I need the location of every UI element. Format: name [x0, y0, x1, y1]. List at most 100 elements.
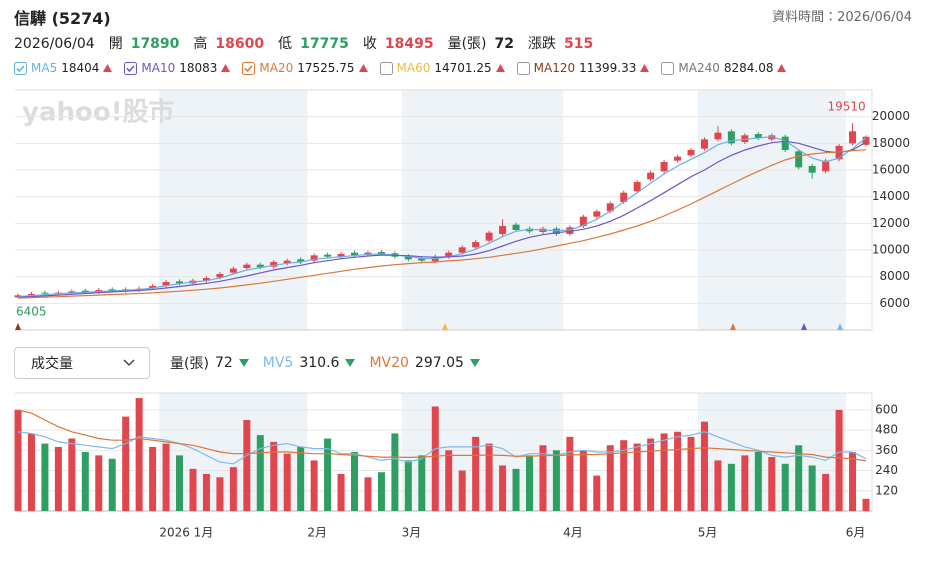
legend-item[interactable]: MA5 18404	[14, 61, 113, 75]
indicator-dropdown[interactable]: 成交量	[14, 347, 150, 379]
legend-item[interactable]: MA120 11399.33	[516, 61, 650, 75]
volume-bar	[337, 473, 345, 511]
volume-bar	[822, 473, 830, 511]
watermark: yahoo!股市	[22, 97, 175, 128]
y-tick-label: 8000	[879, 269, 910, 283]
volume-bar	[229, 467, 237, 511]
candle-body	[700, 139, 708, 149]
volume-bar	[633, 443, 641, 511]
mv-value: 310.6	[299, 355, 340, 371]
volume-bar	[310, 460, 318, 511]
y-tick-label: 18000	[872, 136, 910, 150]
candle-body	[337, 254, 345, 257]
checkmark	[244, 64, 254, 72]
up-icon	[495, 64, 505, 72]
candle-body	[754, 134, 762, 138]
triangle	[103, 64, 113, 72]
volume-bar	[485, 443, 493, 511]
legend-value: 8284.08	[723, 61, 774, 75]
y-tick-label: 360	[875, 443, 898, 457]
volume-bar	[162, 443, 170, 511]
volume-bar	[176, 455, 184, 511]
x-tick-label: 3月	[402, 526, 422, 540]
y-tick-label: 240	[875, 463, 898, 477]
mv-legend: MV5 310.6	[263, 355, 356, 371]
candle-body	[660, 162, 668, 172]
checkbox[interactable]	[242, 61, 256, 75]
candle-body	[727, 131, 735, 144]
up-icon	[221, 64, 231, 72]
y-tick-label: 12000	[872, 216, 910, 230]
candle-body	[364, 252, 372, 255]
legend-item[interactable]: MA60 14701.25	[379, 61, 505, 75]
checkbox-frame	[124, 61, 138, 75]
volume-legend: 量(張) 72	[170, 353, 249, 373]
triangle	[640, 64, 650, 72]
volume-bar	[216, 477, 224, 511]
candle-body	[243, 264, 251, 268]
down-icon	[238, 359, 249, 367]
label: 漲跌	[528, 36, 556, 52]
volume-value: 72	[214, 355, 233, 371]
volume-bar	[202, 473, 210, 511]
volume-bar	[68, 438, 76, 511]
ma-line	[17, 149, 867, 299]
checkbox[interactable]	[379, 61, 393, 75]
candle-body	[674, 156, 682, 161]
volume-bar	[324, 438, 332, 511]
label: 低	[278, 36, 293, 52]
checkbox[interactable]	[14, 61, 27, 75]
checkbox[interactable]	[124, 61, 138, 75]
volume-bar	[297, 446, 305, 511]
volume-bar	[391, 433, 399, 511]
month-band	[401, 393, 564, 511]
legend-value: 14701.25	[434, 61, 492, 75]
candle-body	[377, 252, 385, 254]
mv-legend: MV20 297.05	[369, 355, 480, 371]
x-tick-label: 2月	[307, 526, 327, 540]
volume-bar	[283, 453, 291, 511]
volume-bar	[647, 438, 655, 511]
candle-body	[485, 232, 493, 241]
up-icon	[640, 64, 650, 72]
candle-body	[458, 247, 466, 253]
y-tick-label: 6000	[879, 296, 910, 310]
volume-bar	[862, 498, 870, 511]
ma-line	[17, 136, 867, 298]
legend-item[interactable]: MA20 17525.75	[242, 61, 368, 75]
checkbox[interactable]	[516, 61, 530, 75]
high-value: 18600	[215, 36, 265, 52]
down-icon	[345, 359, 356, 367]
label: 收	[362, 36, 377, 52]
candle-body	[808, 166, 816, 173]
close-value: 18495	[384, 36, 434, 52]
candle-body	[525, 228, 533, 232]
volume-bar	[458, 470, 466, 511]
legend-item[interactable]: MA10 18083	[124, 61, 231, 75]
checkbox-frame	[14, 61, 27, 75]
event-marker	[730, 323, 736, 330]
mv-name: MV5	[262, 355, 294, 371]
candle-body	[781, 136, 789, 150]
candle-body	[81, 290, 89, 292]
checkbox[interactable]	[661, 61, 675, 75]
mv-line	[17, 431, 867, 465]
legend-name: MA240	[678, 61, 720, 75]
volume-bar	[54, 446, 62, 511]
timestamp: 資料時間：2026/06/04	[772, 10, 912, 25]
volume-bar	[189, 468, 197, 511]
volume-bar	[552, 450, 560, 511]
volume-bar	[122, 416, 130, 511]
volume-bar	[795, 445, 803, 511]
volume-bar	[135, 398, 143, 511]
volume-bar	[768, 457, 776, 511]
mv-line	[17, 409, 867, 462]
bands	[159, 90, 846, 511]
volume-value: 72	[494, 36, 514, 52]
legend-name: MA10	[141, 61, 176, 75]
volume-bar	[41, 443, 49, 511]
checkbox-frame	[242, 61, 256, 75]
candle-body	[647, 172, 655, 180]
volume-bar	[606, 445, 614, 511]
legend-item[interactable]: MA240 8284.08	[661, 61, 787, 75]
